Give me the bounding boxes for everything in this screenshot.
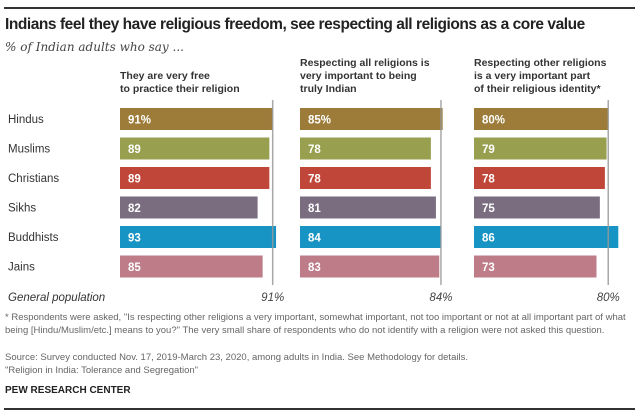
reference-value-label: 91%	[261, 292, 284, 304]
bar-value-label: 83	[308, 262, 321, 274]
category-label: Sikhs	[8, 203, 36, 215]
bar-value-label: 78	[482, 174, 495, 186]
reference-value-label: 84%	[429, 292, 452, 304]
bar-buddhists	[474, 226, 619, 248]
bar-hindus	[300, 108, 443, 130]
chart-subtitle: % of Indian adults who say ...	[5, 40, 184, 54]
pew-logo-text: PEW RESEARCH CENTER	[5, 385, 131, 396]
bottom-rule	[4, 408, 635, 410]
bar-value-label: 80%	[482, 115, 505, 127]
bar-value-label: 86	[482, 233, 495, 245]
bar-muslims	[474, 137, 607, 160]
bar-value-label: 84	[308, 233, 321, 245]
category-label: Jains	[8, 262, 35, 274]
panel-title-line: is a very important part	[474, 70, 591, 82]
bar-value-label: 82	[128, 203, 141, 215]
footnote-source: Source: Survey conducted Nov. 17, 2019-M…	[5, 352, 468, 363]
bar-value-label: 78	[308, 174, 321, 186]
panel-title-line: to practice their religion	[120, 83, 240, 95]
bar-chart-panels: Hindus Muslims Christians Sikhs Buddhists Jai…	[8, 57, 620, 304]
reference-value-label: 80%	[597, 292, 620, 304]
chart-title: Indians feel they have religious freedom…	[5, 16, 585, 33]
bar-sikhs	[120, 196, 258, 219]
bar-value-label: 89	[128, 144, 141, 156]
bar-jains	[300, 255, 440, 278]
bar-hindus	[474, 108, 609, 130]
bar-value-label: 91%	[128, 115, 151, 127]
panel-title-line: truly Indian	[300, 83, 357, 95]
top-rule	[4, 7, 635, 9]
panel-title-line: of their religious identity*	[474, 83, 602, 95]
bar-christians	[120, 167, 270, 189]
reference-row-label: General population	[8, 292, 105, 304]
bar-christians	[300, 167, 431, 189]
bar-muslims	[120, 137, 270, 160]
bar-value-label: 85%	[308, 115, 331, 127]
bar-sikhs	[300, 196, 436, 219]
bar-jains	[120, 255, 263, 278]
bar-value-label: 93	[128, 233, 141, 245]
bar-value-label: 73	[482, 262, 495, 274]
bar-muslims	[300, 137, 431, 160]
category-label: Christians	[8, 173, 59, 185]
bar-value-label: 81	[308, 203, 321, 215]
bar-value-label: 85	[128, 262, 141, 274]
bar-jains	[474, 255, 597, 278]
bar-buddhists	[300, 226, 441, 248]
bar-sikhs	[474, 196, 600, 219]
category-label: Buddhists	[8, 232, 59, 244]
bar-buddhists	[120, 226, 277, 248]
footnote-note: * Respondents were asked, "Is respecting…	[5, 312, 626, 337]
footnote-report: "Religion in India: Tolerance and Segreg…	[5, 365, 199, 376]
bar-value-label: 89	[128, 174, 141, 186]
panel-title-line: Respecting other religions	[474, 57, 607, 69]
panel-title-line: They are very free	[120, 70, 210, 82]
panel-title-line: very important to being	[300, 70, 417, 82]
bar-value-label: 75	[482, 203, 495, 215]
category-label: Muslims	[8, 144, 50, 156]
bar-value-label: 78	[308, 144, 321, 156]
panel-title-line: Respecting all religions is	[300, 57, 430, 69]
bar-hindus	[120, 108, 273, 130]
bar-value-label: 79	[482, 144, 495, 156]
bar-christians	[474, 167, 605, 189]
category-label: Hindus	[8, 114, 44, 126]
